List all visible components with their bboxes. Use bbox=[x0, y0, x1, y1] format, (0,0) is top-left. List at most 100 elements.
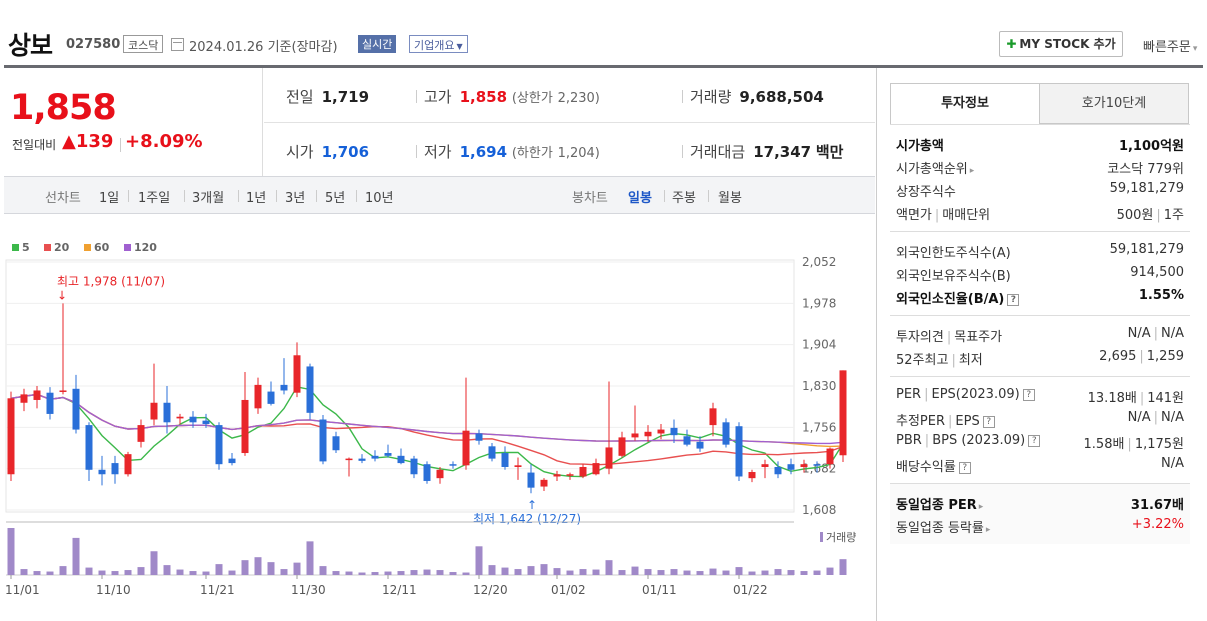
separator bbox=[682, 145, 683, 158]
listed-shares-value: 59,181,279 bbox=[1109, 181, 1184, 196]
candle-body bbox=[683, 436, 691, 445]
bps-label: BPS (2023.09) bbox=[932, 433, 1026, 448]
period-5y[interactable]: 5년 bbox=[325, 191, 346, 206]
per-row: PER | EPS(2023.09)? 13.18배 | 141원 bbox=[896, 387, 1184, 406]
day-low: 저가 1,694 (하한가 1,204) bbox=[424, 141, 600, 162]
volume-bar bbox=[592, 569, 600, 575]
help-icon[interactable]: ? bbox=[1028, 435, 1041, 447]
candle-body bbox=[189, 416, 197, 423]
candle-body bbox=[345, 458, 353, 461]
add-mystock-button[interactable]: ✚ MY STOCK 추가 bbox=[999, 31, 1123, 57]
chevron-right-icon: ▸ bbox=[969, 166, 975, 176]
volume-bar bbox=[436, 570, 444, 575]
candle-body bbox=[46, 392, 54, 414]
high-arrow: ↓ bbox=[57, 288, 67, 302]
par-value-row: 액면가 | 매매단위 500원 | 1주 bbox=[896, 208, 1184, 223]
quick-order-dropdown[interactable]: 빠른주문 ▾ bbox=[1143, 36, 1197, 55]
chevron-right-icon: ▸ bbox=[985, 525, 991, 535]
per-value: 13.18배 bbox=[1087, 391, 1137, 406]
separator bbox=[184, 190, 185, 202]
help-icon[interactable]: ? bbox=[1022, 389, 1035, 401]
company-overview-dropdown[interactable]: 기업개요 ▼ bbox=[409, 35, 468, 53]
candle-weekly[interactable]: 주봉 bbox=[672, 191, 696, 206]
trade-amount-value: 17,347 bbox=[753, 143, 812, 161]
candle-body bbox=[176, 416, 184, 419]
y-tick-label: 1,756 bbox=[802, 420, 836, 434]
volume-bar bbox=[410, 570, 418, 575]
volume-bar bbox=[670, 569, 678, 575]
foreign-limit-label: 외국인한도주식수(A) bbox=[896, 246, 1011, 261]
candle-body bbox=[553, 474, 561, 477]
market-cap-rank-row[interactable]: 시가총액순위 ▸ 코스닥 779위 bbox=[896, 156, 1184, 179]
add-mystock-label: MY STOCK 추가 bbox=[1019, 37, 1116, 51]
candle-body bbox=[150, 402, 158, 420]
volume-bar bbox=[345, 571, 353, 575]
eps-value: 141원 bbox=[1147, 391, 1184, 406]
upper-limit-value: 2,230) bbox=[557, 91, 600, 106]
volume-bar bbox=[722, 570, 730, 575]
volume-bar bbox=[267, 562, 275, 575]
candle-body bbox=[111, 463, 119, 475]
candle-body bbox=[774, 466, 782, 475]
help-icon[interactable]: ? bbox=[1007, 294, 1020, 306]
dividend-label: 배당수익률 bbox=[896, 460, 956, 475]
period-1y[interactable]: 1년 bbox=[246, 191, 267, 206]
pbr-label: PBR bbox=[896, 433, 922, 448]
industry-change-row[interactable]: 동일업종 등락률 ▸ +3.22% bbox=[896, 515, 1184, 538]
header-divider bbox=[4, 65, 1203, 68]
volume-bar bbox=[683, 570, 691, 575]
opinion-section: 투자의견 | 목표주가 N/A | N/A 52주최고 | 최저 2,695 | 1,259 bbox=[890, 316, 1190, 377]
candle-body bbox=[644, 431, 652, 437]
realtime-button[interactable]: 실시간 bbox=[358, 35, 397, 53]
tab-order-book[interactable]: 호가10단계 bbox=[1039, 83, 1189, 124]
period-1d[interactable]: 1일 bbox=[99, 191, 120, 206]
basis-text: 기준(장마감) bbox=[267, 40, 338, 55]
help-icon[interactable]: ? bbox=[958, 462, 971, 474]
volume-bar bbox=[85, 567, 93, 575]
candle-monthly[interactable]: 월봉 bbox=[718, 191, 742, 206]
volume-bar bbox=[137, 567, 145, 575]
separator bbox=[276, 190, 277, 202]
help-icon[interactable]: ? bbox=[982, 416, 995, 428]
candle-body bbox=[306, 366, 314, 413]
candle-body bbox=[423, 464, 431, 481]
x-tick-label: 01/11 bbox=[642, 583, 677, 597]
industry-section: 동일업종 PER ▸ 31.67배 동일업종 등락률 ▸ +3.22% bbox=[890, 484, 1190, 544]
candle-body bbox=[839, 370, 847, 456]
candle-daily[interactable]: 일봉 bbox=[628, 191, 652, 206]
volume-bar bbox=[813, 570, 821, 575]
separator bbox=[708, 190, 709, 202]
eps-label: EPS(2023.09) bbox=[931, 387, 1020, 402]
price-chart[interactable]: 2,052 1,978 1,904 1,830 1,756 1,682 1,608 5 20 60… bbox=[4, 230, 875, 610]
volume-bar bbox=[618, 570, 626, 575]
market-cap-label: 시가총액 bbox=[896, 139, 944, 154]
volume-bar bbox=[319, 566, 327, 575]
candle-body bbox=[722, 422, 730, 445]
industry-per-row[interactable]: 동일업종 PER ▸ 31.67배 bbox=[896, 492, 1184, 515]
period-3y[interactable]: 3년 bbox=[285, 191, 306, 206]
trade-amount: 거래대금 17,347 백만 bbox=[690, 141, 843, 162]
candle-body bbox=[527, 472, 535, 488]
period-10y[interactable]: 10년 bbox=[365, 191, 394, 206]
chart-period-toolbar: 선차트 1일 1주일 3개월 1년 3년 5년 10년 봉차트 일봉 주봉 월봉 bbox=[4, 176, 875, 214]
market-badge: 코스닥 bbox=[123, 35, 164, 53]
volume-bar bbox=[826, 567, 834, 575]
pbr-row: PBR | BPS (2023.09)? 1.58배 | 1,175원 bbox=[896, 433, 1184, 452]
candle-body bbox=[514, 465, 522, 467]
period-1w[interactable]: 1주일 bbox=[138, 191, 171, 206]
volume: 거래량 9,688,504 bbox=[690, 86, 824, 107]
candle-body bbox=[20, 394, 28, 403]
y-tick-label: 1,978 bbox=[802, 296, 836, 310]
candle-body bbox=[163, 402, 171, 423]
period-3m[interactable]: 3개월 bbox=[192, 191, 225, 206]
volume-bar bbox=[423, 569, 431, 575]
candle-body bbox=[137, 425, 145, 442]
y-tick-label: 1,904 bbox=[802, 338, 836, 352]
stock-name: 상보 bbox=[8, 31, 53, 60]
candle-body bbox=[59, 390, 67, 392]
tab-investment-info[interactable]: 투자정보 bbox=[890, 83, 1040, 124]
open-value: 1,706 bbox=[321, 143, 370, 161]
upper-limit-label: (상한가 bbox=[511, 91, 553, 106]
volume-bar bbox=[774, 569, 782, 575]
